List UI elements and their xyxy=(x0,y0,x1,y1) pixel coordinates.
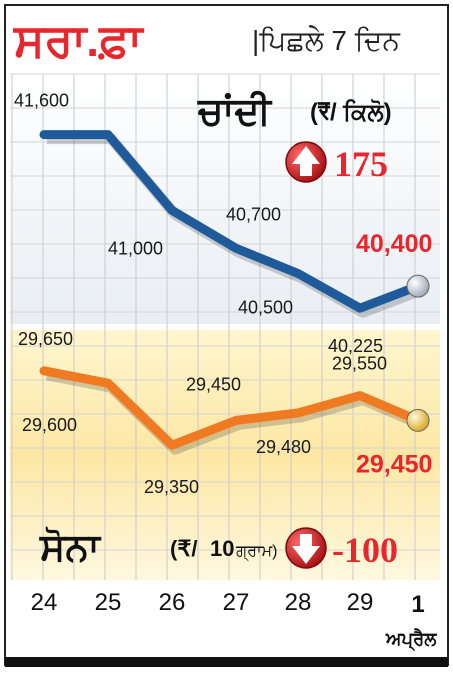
silver-change: 175 xyxy=(334,144,388,184)
gold-change: -100 xyxy=(332,530,398,570)
silver-label-1: 40,400 xyxy=(356,230,432,258)
gold-point-24 xyxy=(42,368,46,373)
gold-point-25 xyxy=(106,381,110,386)
gold-series: 29,650 29,600 29,350 29,450 29,480 29,550 29,4… xyxy=(18,329,432,497)
silver-point-24 xyxy=(42,132,46,137)
gold-label-25: 29,600 xyxy=(22,415,77,435)
x-tick-1: 1 xyxy=(411,591,424,618)
gold-unit-prefix: (₹/ xyxy=(170,536,197,561)
gold-point-latest xyxy=(406,408,430,432)
x-tick-25: 25 xyxy=(95,589,122,616)
gold-label: ਸੋਨਾ xyxy=(39,526,102,569)
silver-label-28: 40,500 xyxy=(238,298,293,318)
silver-label-26: 41,000 xyxy=(108,238,163,258)
silver-label-29: 40,225 xyxy=(328,336,383,356)
down-arrow-icon xyxy=(285,527,327,569)
gold-unit-suffix: ਗ੍ਰਾਮ) xyxy=(235,543,278,562)
gold-point-27 xyxy=(234,418,238,423)
silver-point-25 xyxy=(106,132,110,137)
x-axis: 24 25 26 27 28 29 1 xyxy=(31,589,425,618)
silver-series: 41,600 41,000 40,700 40,500 40,225 40,400 xyxy=(14,91,432,357)
x-tick-24: 24 xyxy=(31,589,58,616)
gold-label-26: 29,350 xyxy=(144,477,199,497)
silver-label: ਚਾਂਦੀ xyxy=(197,91,273,133)
x-tick-27: 27 xyxy=(223,589,250,616)
gold-point-29 xyxy=(358,393,362,398)
silver-point-26 xyxy=(170,208,174,213)
gold-panel xyxy=(10,330,440,580)
gold-unit-number: 10 xyxy=(210,536,234,561)
silver-point-latest xyxy=(406,274,430,298)
x-tick-29: 29 xyxy=(347,589,374,616)
silver-unit: (₹/ ਕਿਲੋ) xyxy=(310,98,392,126)
header-title: ਸਰਾ.ਫ਼ਾ xyxy=(12,14,144,66)
gold-point-26 xyxy=(170,443,174,448)
x-tick-26: 26 xyxy=(159,589,186,616)
gold-label-1: 29,450 xyxy=(356,450,432,478)
bottom-bar xyxy=(5,657,448,667)
silver-point-29 xyxy=(358,306,362,311)
gold-label-28: 29,480 xyxy=(256,437,311,457)
silver-label-27: 40,700 xyxy=(226,204,281,224)
gold-point-28 xyxy=(296,410,300,415)
silver-label-24: 41,600 xyxy=(14,91,69,111)
gold-label-24: 29,650 xyxy=(18,329,73,349)
x-tick-28: 28 xyxy=(285,589,312,616)
gold-label-27: 29,450 xyxy=(186,374,241,394)
chart-grid xyxy=(10,73,440,580)
month-label: ਅਪ੍ਰੈਲ xyxy=(385,628,437,652)
gold-label-29: 29,550 xyxy=(332,354,387,374)
up-arrow-icon xyxy=(285,141,327,183)
silver-point-28 xyxy=(296,271,300,276)
header-subtitle: |ਪਿਛਲੇ 7 ਦਿਨ xyxy=(252,25,400,56)
silver-point-27 xyxy=(234,246,238,251)
silver-panel xyxy=(10,74,440,324)
